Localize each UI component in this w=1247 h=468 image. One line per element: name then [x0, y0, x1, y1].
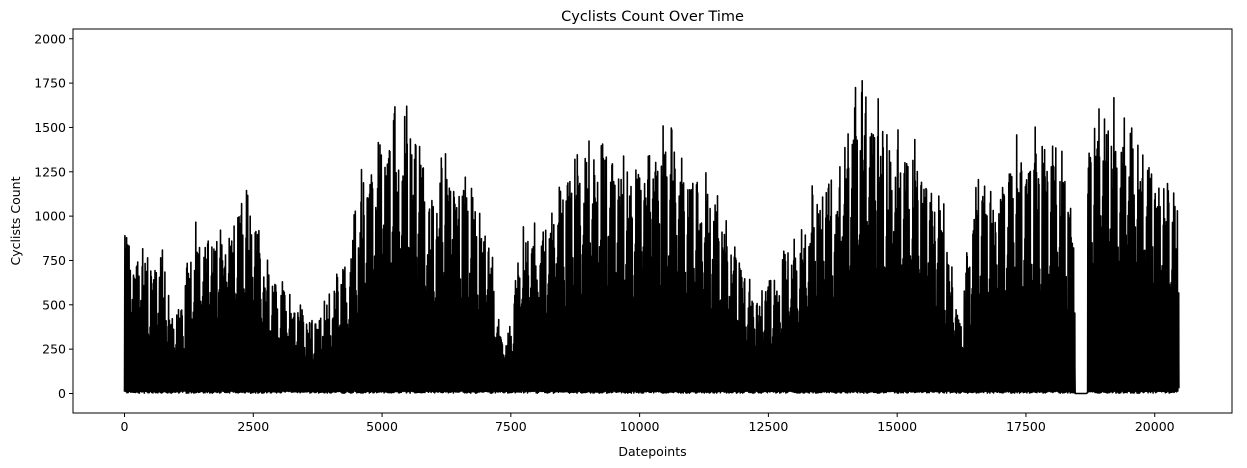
y-tick-label: 2000	[34, 31, 66, 46]
x-tick-label: 2500	[237, 419, 269, 434]
x-tick-label: 5000	[366, 419, 398, 434]
y-tick-label: 1500	[34, 120, 66, 135]
y-axis: 0 250 500 750 1000 1250 1500 1750 2000	[34, 31, 73, 401]
x-axis: 0 2500 5000 7500 10000 12500 15000 17500 20000	[121, 413, 1175, 434]
x-tick-label: 7500	[495, 419, 527, 434]
series-line-cyclists-count	[123, 79, 1180, 395]
y-tick-label: 0	[58, 386, 66, 401]
x-tick-label: 20000	[1135, 419, 1175, 434]
x-tick-label: 10000	[620, 419, 660, 434]
y-tick-label: 1750	[34, 76, 66, 91]
y-axis-label: Cyclists Count	[8, 176, 23, 265]
series-group	[123, 79, 1180, 395]
y-tick-label: 250	[42, 342, 66, 357]
y-tick-label: 750	[42, 253, 66, 268]
y-tick-label: 1250	[34, 164, 66, 179]
x-tick-label: 17500	[1006, 419, 1046, 434]
x-tick-label: 15000	[877, 419, 917, 434]
chart-title: Cyclists Count Over Time	[561, 9, 744, 25]
x-tick-label: 0	[121, 419, 129, 434]
axes-frame	[72, 28, 1233, 414]
y-tick-label: 1000	[34, 209, 66, 224]
x-tick-label: 12500	[749, 419, 789, 434]
x-axis-label: Datepoints	[618, 444, 686, 459]
y-tick-label: 500	[42, 297, 66, 312]
plot-area	[72, 28, 1233, 414]
